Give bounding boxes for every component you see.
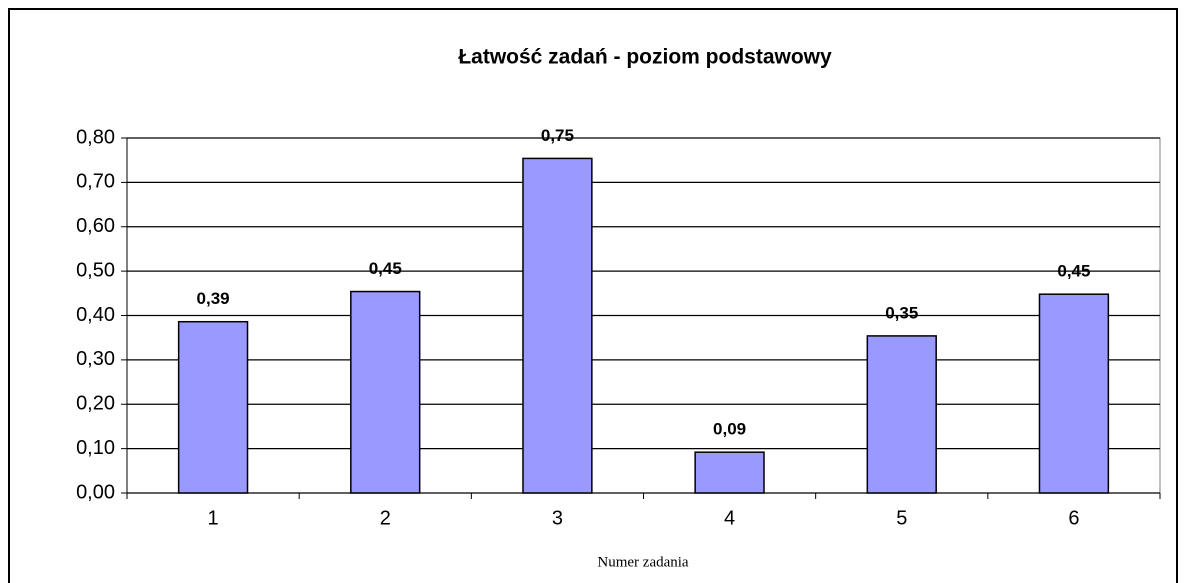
- bar: [522, 157, 593, 494]
- bar: [177, 320, 249, 494]
- y-tick-label: 0,00: [76, 481, 115, 503]
- y-tick-label: 0,60: [76, 215, 115, 237]
- y-tick-label: 0,20: [76, 393, 115, 415]
- data-label: 0,45: [1057, 262, 1090, 281]
- x-tick-label: 2: [380, 507, 391, 529]
- y-tick-label: 0,70: [76, 171, 115, 193]
- data-label: 0,45: [369, 259, 402, 278]
- data-label: 0,35: [885, 303, 918, 322]
- data-label: 0,39: [197, 289, 230, 308]
- x-tick-label: 6: [1068, 507, 1079, 529]
- y-tick-label: 0,30: [76, 348, 115, 370]
- bar: [1038, 293, 1110, 494]
- x-tick-label: 4: [724, 507, 735, 529]
- x-axis-label: Numer zadania: [597, 554, 689, 570]
- y-tick-label: 0,50: [76, 259, 115, 281]
- y-tick-label: 0,10: [76, 437, 115, 459]
- data-label: 0,09: [713, 420, 746, 439]
- bar: [350, 290, 421, 494]
- x-tick-label: 3: [552, 507, 563, 529]
- y-tick-label: 0,40: [76, 304, 115, 326]
- data-label: 0,75: [541, 126, 574, 145]
- chart-title: Łatwość zadań - poziom podstawowy: [458, 46, 832, 69]
- bar: [866, 335, 937, 494]
- bar: [694, 451, 765, 494]
- y-tick-label: 0,80: [76, 126, 115, 148]
- x-tick-label: 5: [896, 507, 907, 529]
- x-tick-label: 1: [208, 507, 219, 529]
